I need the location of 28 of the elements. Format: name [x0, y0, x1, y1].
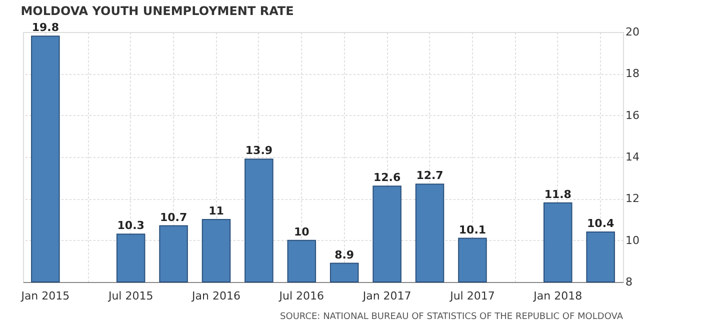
y-tick-label: 20 [626, 26, 640, 38]
data-label: 11 [208, 204, 224, 218]
chart-title: MOLDOVA YOUTH UNEMPLOYMENT RATE [20, 4, 294, 18]
x-tick-label: Jan 2017 [362, 290, 412, 302]
x-tick-label: Jul 2017 [449, 290, 495, 302]
y-tick-label: 12 [626, 192, 640, 206]
y-tick-label: 18 [626, 67, 640, 80]
source-note: SOURCE: NATIONAL BUREAU OF STATISTICS OF THE REPUBLIC OF MOLDOVA [280, 312, 624, 322]
data-label: 12.6 [373, 171, 401, 184]
data-label: 10.4 [587, 217, 614, 230]
y-tick-label: 14 [626, 150, 640, 164]
data-label: 19.8 [32, 21, 59, 34]
x-tick-label: Jan 2018 [532, 290, 582, 302]
data-label: 13.9 [245, 144, 273, 158]
y-tick-label: 8 [626, 276, 632, 288]
data-label: 10.1 [458, 223, 486, 236]
data-label: 10.3 [117, 219, 144, 232]
x-tick-label: Jul 2015 [107, 290, 154, 302]
data-label: 8.9 [334, 248, 354, 262]
x-tick-label: Jul 2016 [278, 290, 324, 302]
data-label: 10.7 [160, 210, 188, 224]
x-tick-label: Jan 2015 [20, 290, 70, 302]
y-tick-label: 10 [626, 234, 640, 247]
y-tick-label: 16 [626, 108, 640, 122]
data-label: 11.8 [544, 188, 572, 201]
data-label: 10 [294, 225, 310, 238]
data-label: 12.7 [416, 169, 444, 182]
x-tick-label: Jan 2016 [191, 290, 240, 302]
